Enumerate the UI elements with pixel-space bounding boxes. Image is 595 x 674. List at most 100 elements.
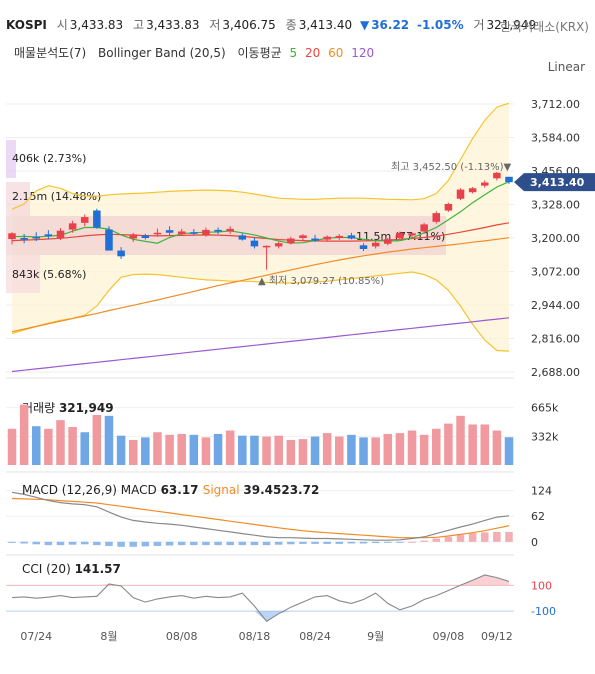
bollinger-lower-line <box>11 271 510 352</box>
price-tick-label: 3,712.00 <box>531 98 580 111</box>
volume-profile-label: 843k (5.68%) <box>12 268 86 281</box>
macd-line <box>11 491 510 541</box>
x-tick-label: 09/08 <box>433 630 465 643</box>
candle-body <box>396 232 404 238</box>
candle-body <box>214 229 222 232</box>
volume-bar <box>153 432 162 465</box>
ma20-line <box>11 222 510 242</box>
volume-bar <box>347 434 356 465</box>
volume-bar <box>468 424 477 465</box>
candle-body <box>165 230 174 233</box>
bollinger-label[interactable]: Bollinger Band (20,5) <box>98 46 226 60</box>
volume-bar <box>141 437 150 465</box>
high-value: 3,433.83 <box>146 18 200 32</box>
scale-toggle-button[interactable]: Linear <box>547 60 585 74</box>
macd-histogram-bar <box>141 541 150 547</box>
low-annotation: ▲ 최저 3,079.27 (10.85%) <box>258 275 384 287</box>
candle-body <box>153 232 162 235</box>
x-tick-label: 07/24 <box>20 630 52 643</box>
candle-body <box>44 234 53 237</box>
cci-panel: 100 -100 CCI (20) 141.57 <box>6 562 556 623</box>
candle-body <box>468 188 477 193</box>
volume-tick-label: 332k <box>531 430 559 443</box>
volume-bar <box>298 439 308 465</box>
moving-average-label: 이동평균 <box>237 46 282 60</box>
volume-panel: 665k 332k 거래량 321,949 <box>6 401 559 473</box>
candle-body <box>20 238 28 240</box>
volume-bar <box>31 426 41 465</box>
macd-histogram-bar <box>371 541 380 544</box>
volume-profile-box <box>6 255 40 293</box>
candle-body <box>105 229 113 251</box>
volume-label: 거 <box>473 18 485 32</box>
ma60-label: 60 <box>328 46 344 60</box>
candle-body <box>408 233 416 236</box>
macd-signal-line <box>11 497 510 539</box>
cci-overbought-area <box>12 575 509 586</box>
candle-body <box>299 235 307 238</box>
volume-bar <box>201 437 211 465</box>
candle-body <box>117 250 125 257</box>
volume-bar <box>80 432 89 465</box>
volume-bar <box>44 428 53 465</box>
macd-histogram-bar <box>56 541 65 546</box>
close-label: 종 <box>285 18 297 32</box>
signal-value: 39.4523.72 <box>243 483 319 497</box>
macd-histogram-bar <box>299 541 307 544</box>
ma5-label: 5 <box>289 46 298 60</box>
high-label: 고 <box>133 18 145 32</box>
candle-body <box>287 238 295 244</box>
macd-histogram-bar <box>274 541 283 545</box>
macd-histogram-bar <box>32 541 41 545</box>
candle-body <box>311 238 319 241</box>
candle-body <box>202 229 210 235</box>
macd-histogram-bar <box>493 531 501 542</box>
macd-histogram-bar <box>105 541 113 546</box>
volume-profile-label: 406k (2.73%) <box>12 152 86 165</box>
cci-line <box>11 574 510 623</box>
volume-bar <box>177 433 186 465</box>
moving-average-legend[interactable]: 이동평균 5 20 60 120 <box>238 46 379 60</box>
volume-bar <box>238 435 247 465</box>
candle-body <box>347 235 356 239</box>
macd-histogram-bar <box>444 536 453 542</box>
cci-tick-label: -100 <box>531 605 556 618</box>
candle-body <box>359 245 368 249</box>
candle-body <box>177 231 186 235</box>
macd-histogram-bar <box>68 541 77 545</box>
signal-label: Signal <box>203 483 244 497</box>
volume-bar <box>492 430 502 465</box>
macd-histogram-bar <box>117 541 125 547</box>
candle-body <box>493 172 501 179</box>
macd-histogram-bar <box>80 541 89 545</box>
volume-bar <box>444 423 453 465</box>
cci-value: 141.57 <box>75 562 121 576</box>
volume-bar <box>165 434 174 465</box>
volume-bar <box>504 437 514 465</box>
candle-body <box>8 233 16 240</box>
volume-bar <box>359 437 368 465</box>
volume-bar <box>383 433 393 465</box>
price-tick-label: 3,328.00 <box>531 199 580 212</box>
macd-histogram-bar <box>456 534 465 542</box>
volume-bar <box>286 439 296 465</box>
last-price-tag <box>514 173 595 192</box>
candle-body <box>238 235 247 240</box>
volume-bar <box>56 420 65 465</box>
macd-histogram-bar <box>93 541 101 546</box>
x-tick-label: 08/24 <box>299 630 331 643</box>
macd-histogram-bar <box>238 541 247 546</box>
volume-bar <box>19 404 29 465</box>
cci-title: CCI (20) 141.57 <box>22 562 121 576</box>
candle-body <box>456 189 465 199</box>
macd-histogram-bar <box>190 541 198 546</box>
volume-bar <box>480 424 490 465</box>
volume-profile-box <box>6 182 30 216</box>
volume-profile-label[interactable]: 매물분석도(7) <box>14 46 87 60</box>
x-tick-label: 8월 <box>100 630 117 643</box>
volume-bar <box>419 434 429 465</box>
price-tick-label: 2,816.00 <box>531 333 580 346</box>
macd-histogram-bar <box>262 541 271 546</box>
volume-bar <box>262 436 271 465</box>
